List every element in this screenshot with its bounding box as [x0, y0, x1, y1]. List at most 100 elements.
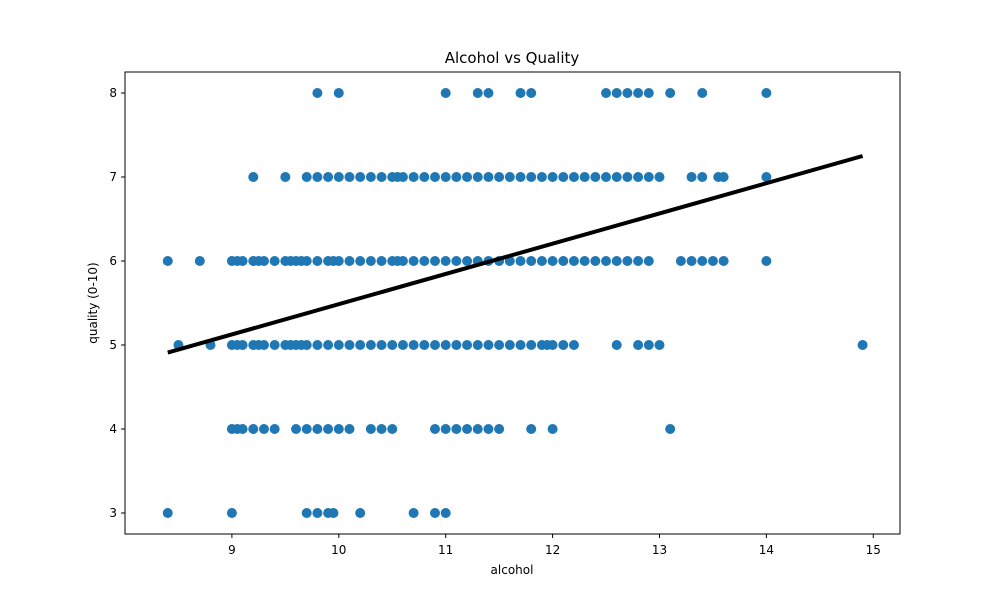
- data-point: [269, 424, 280, 434]
- data-point: [344, 424, 355, 434]
- data-point: [365, 256, 376, 266]
- data-point: [483, 172, 494, 182]
- data-point: [643, 88, 654, 98]
- data-point: [462, 340, 473, 350]
- data-point: [387, 424, 398, 434]
- data-point: [312, 340, 323, 350]
- data-point: [697, 172, 708, 182]
- data-point: [194, 256, 205, 266]
- data-point: [707, 256, 718, 266]
- data-point: [258, 256, 269, 266]
- data-point: [323, 424, 334, 434]
- data-point: [611, 172, 622, 182]
- data-point: [494, 424, 505, 434]
- data-point: [515, 172, 526, 182]
- data-point: [280, 172, 291, 182]
- x-tick-label: 9: [228, 543, 236, 557]
- chart-title: Alcohol vs Quality: [445, 49, 580, 67]
- data-point: [226, 508, 237, 518]
- data-point: [419, 340, 430, 350]
- data-point: [494, 340, 505, 350]
- data-point: [333, 424, 344, 434]
- plot-frame: [124, 71, 901, 535]
- data-point: [494, 172, 505, 182]
- data-point: [601, 172, 612, 182]
- data-point: [643, 172, 654, 182]
- data-point: [355, 256, 366, 266]
- data-point: [611, 88, 622, 98]
- data-point: [162, 256, 173, 266]
- x-tick-label: 11: [438, 543, 453, 557]
- data-point: [248, 172, 259, 182]
- data-point: [344, 340, 355, 350]
- data-point: [665, 88, 676, 98]
- data-point: [397, 340, 408, 350]
- data-point: [430, 340, 440, 350]
- data-point: [408, 508, 419, 518]
- data-point: [408, 340, 419, 350]
- data-point: [590, 172, 601, 182]
- data-point: [258, 424, 269, 434]
- data-point: [472, 88, 483, 98]
- data-point: [258, 340, 269, 350]
- data-point: [440, 256, 451, 266]
- y-tick-label: 6: [109, 254, 117, 268]
- data-point: [601, 256, 612, 266]
- data-point: [344, 172, 355, 182]
- data-point: [355, 340, 366, 350]
- data-point: [633, 172, 644, 182]
- data-point: [483, 340, 494, 350]
- x-tick-label: 13: [652, 543, 667, 557]
- data-point: [397, 256, 408, 266]
- data-point: [536, 172, 547, 182]
- y-tick-label: 7: [109, 170, 117, 184]
- x-tick-label: 14: [759, 543, 774, 557]
- data-point: [472, 172, 483, 182]
- data-point: [440, 88, 451, 98]
- y-axis: 3 4 5 6 7 8: [109, 86, 125, 520]
- data-point: [365, 424, 376, 434]
- data-point: [622, 256, 633, 266]
- data-point: [579, 172, 590, 182]
- data-point: [301, 256, 312, 266]
- data-point: [440, 424, 451, 434]
- data-point: [376, 424, 387, 434]
- data-point: [686, 256, 697, 266]
- data-point: [397, 172, 408, 182]
- data-point: [462, 256, 473, 266]
- x-tick-label: 10: [331, 543, 346, 557]
- data-point: [761, 172, 772, 182]
- data-point: [761, 88, 772, 98]
- data-point: [483, 88, 494, 98]
- x-tick-label: 12: [545, 543, 560, 557]
- data-point: [237, 256, 248, 266]
- data-point: [643, 256, 654, 266]
- data-point: [237, 340, 248, 350]
- data-point: [857, 340, 868, 350]
- data-point: [633, 256, 644, 266]
- data-point: [515, 88, 526, 98]
- data-point: [611, 256, 622, 266]
- data-point: [526, 172, 537, 182]
- data-point: [440, 340, 451, 350]
- data-point: [440, 172, 451, 182]
- data-point: [601, 88, 612, 98]
- data-point: [686, 172, 697, 182]
- data-point: [162, 508, 173, 518]
- y-tick-label: 3: [109, 506, 117, 520]
- data-point: [269, 256, 280, 266]
- data-point: [333, 340, 344, 350]
- data-point: [622, 172, 633, 182]
- data-point: [515, 340, 526, 350]
- data-point: [761, 256, 772, 266]
- data-point: [430, 256, 440, 266]
- regression-line-layer: [167, 154, 864, 355]
- data-point: [408, 256, 419, 266]
- data-point: [590, 256, 601, 266]
- data-point: [312, 256, 323, 266]
- data-point: [355, 508, 366, 518]
- y-tick-label: 4: [109, 422, 117, 436]
- data-point: [504, 172, 515, 182]
- data-point: [440, 508, 451, 518]
- data-point: [526, 340, 537, 350]
